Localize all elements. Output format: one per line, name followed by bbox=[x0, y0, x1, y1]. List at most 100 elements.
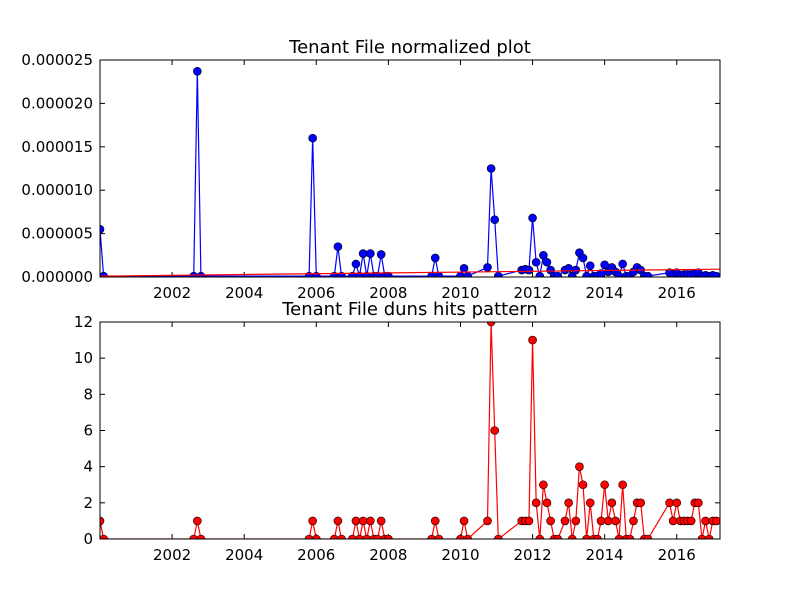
data-point bbox=[308, 516, 317, 526]
data-point bbox=[611, 516, 620, 526]
data-point bbox=[600, 480, 609, 490]
data-point bbox=[625, 534, 635, 539]
data-point bbox=[712, 516, 720, 526]
data-point bbox=[362, 534, 372, 539]
data-point bbox=[304, 534, 314, 539]
data-point bbox=[596, 516, 606, 526]
chart-title: Tenant File normalized plot bbox=[288, 37, 531, 58]
data-point bbox=[571, 516, 581, 526]
data-point bbox=[463, 534, 472, 539]
data-point bbox=[100, 516, 105, 526]
x-tick-label: 2006 bbox=[297, 284, 335, 302]
data-point bbox=[358, 516, 368, 526]
data-point bbox=[308, 133, 317, 143]
data-point bbox=[582, 534, 591, 539]
data-point bbox=[593, 534, 602, 539]
data-point bbox=[351, 259, 361, 269]
data-point bbox=[528, 213, 537, 223]
y-tick-label: 0.000015 bbox=[21, 138, 93, 156]
x-tick-label: 2012 bbox=[513, 546, 551, 564]
x-tick-label: 2002 bbox=[153, 546, 191, 564]
data-point bbox=[618, 480, 627, 490]
x-tick-label: 2012 bbox=[513, 284, 551, 302]
series-group bbox=[100, 322, 720, 539]
y-tick-label: 8 bbox=[83, 385, 93, 403]
x-tick-label: 2006 bbox=[297, 546, 335, 564]
data-point bbox=[607, 498, 617, 508]
y-tick-label: 0.000005 bbox=[21, 225, 93, 243]
data-point bbox=[528, 335, 537, 345]
x-tick-label: 2016 bbox=[658, 546, 696, 564]
y-tick-label: 0.000000 bbox=[21, 268, 93, 286]
data-point bbox=[560, 516, 570, 526]
series-group bbox=[100, 66, 720, 277]
x-tick-label: 2008 bbox=[369, 284, 407, 302]
data-point bbox=[486, 322, 496, 327]
data-point bbox=[311, 534, 321, 539]
data-point bbox=[490, 215, 500, 225]
data-point bbox=[494, 534, 503, 539]
data-point bbox=[456, 534, 465, 539]
data-point bbox=[585, 498, 595, 508]
data-point bbox=[564, 498, 573, 508]
data-point bbox=[193, 66, 202, 76]
data-point bbox=[486, 164, 496, 173]
data-point bbox=[643, 534, 653, 539]
data-point bbox=[546, 516, 555, 526]
data-point bbox=[553, 534, 563, 539]
trend-line bbox=[100, 268, 720, 277]
data-point bbox=[618, 259, 627, 269]
data-point bbox=[686, 516, 696, 526]
data-point bbox=[694, 498, 703, 508]
y-tick-label: 4 bbox=[83, 458, 93, 476]
data-point bbox=[373, 534, 382, 539]
data-point bbox=[531, 257, 541, 267]
x-tick-label: 2010 bbox=[441, 284, 479, 302]
data-point bbox=[189, 534, 199, 539]
data-point bbox=[524, 265, 534, 275]
data-point bbox=[553, 271, 563, 277]
data-point bbox=[712, 271, 720, 277]
data-point bbox=[483, 516, 492, 526]
data-point bbox=[614, 534, 624, 539]
data-point bbox=[542, 257, 552, 267]
data-point bbox=[539, 480, 548, 490]
plot-area: 2002 2004 2006 2008 2010 2012 2014 2016 0.000000… bbox=[21, 51, 721, 302]
x-tick-label: 2016 bbox=[658, 284, 696, 302]
data-point bbox=[575, 462, 584, 471]
data-point bbox=[490, 426, 500, 435]
data-point bbox=[348, 534, 357, 539]
axes-frame-top bbox=[99, 59, 721, 278]
data-point bbox=[524, 516, 534, 526]
data-point bbox=[483, 263, 492, 272]
data-point bbox=[366, 249, 375, 258]
data-point bbox=[434, 534, 444, 539]
normalized-plot: Tenant File normalized plot 2002 2004 2006… bbox=[21, 37, 721, 302]
data-point bbox=[193, 516, 202, 526]
x-tick-label: 2010 bbox=[441, 546, 479, 564]
data-point bbox=[665, 498, 674, 508]
data-point bbox=[196, 534, 206, 539]
y-tick-label: 12 bbox=[74, 313, 93, 331]
data-point bbox=[459, 516, 469, 526]
data-point bbox=[376, 250, 386, 259]
data-point bbox=[358, 249, 368, 258]
data-point bbox=[384, 534, 393, 539]
data-point bbox=[330, 534, 339, 539]
data-point bbox=[539, 251, 548, 260]
data-point bbox=[333, 242, 343, 251]
data-point bbox=[459, 264, 469, 273]
data-point bbox=[571, 265, 581, 275]
x-tick-label: 2014 bbox=[586, 284, 624, 302]
data-point bbox=[542, 498, 552, 508]
data-point bbox=[333, 516, 343, 526]
y-tick-label: 0.000020 bbox=[21, 94, 93, 112]
data-point bbox=[100, 534, 108, 539]
data-point bbox=[351, 516, 361, 526]
data-point bbox=[672, 498, 682, 508]
data-point bbox=[668, 516, 678, 526]
data-point bbox=[430, 253, 440, 263]
data-point bbox=[629, 516, 638, 526]
plot-area: 2002 2004 2006 2008 2010 2012 2014 2016 0 2 4 6 8 10 1… bbox=[74, 313, 721, 564]
x-tick-label: 2004 bbox=[225, 546, 263, 564]
